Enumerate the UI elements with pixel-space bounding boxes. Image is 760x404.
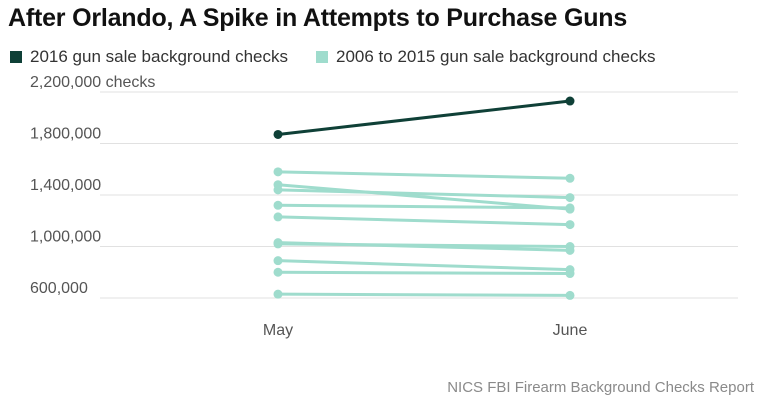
- x-tick-label: June: [553, 322, 588, 339]
- point-2016-may: [273, 129, 283, 139]
- series-line-2016: [276, 99, 572, 136]
- point-7-june: [565, 242, 575, 251]
- legend-label-2006-2015: 2006 to 2015 gun sale background checks: [336, 47, 656, 66]
- chart-title: After Orlando, A Spike in Attempts to Pu…: [8, 4, 628, 32]
- legend-swatch-2016: [10, 51, 22, 63]
- point-3-june: [565, 193, 575, 203]
- series-line-7: [276, 242, 572, 248]
- series-line-2: [276, 183, 572, 211]
- point-9-june: [565, 269, 575, 279]
- point-5-june: [565, 220, 575, 230]
- x-tick-label: May: [263, 322, 293, 339]
- series-line-5: [276, 215, 572, 227]
- axis-labels: 600,000 1,000,000 1,400,000 1,800,000 2,200,…: [30, 74, 587, 339]
- point-4-may: [273, 200, 283, 210]
- legend-swatch-2006-2015: [316, 51, 329, 63]
- point-9-may: [273, 267, 283, 277]
- y-tick-label: 1,000,000: [30, 229, 101, 246]
- y-tick-label: 2,200,000 checks: [30, 74, 155, 91]
- point-1-may: [273, 167, 283, 177]
- source-note: NICS FBI Firearm Background Checks Repor…: [447, 379, 754, 396]
- y-tick-label: 1,800,000: [30, 126, 101, 143]
- point-4-june: [565, 203, 575, 213]
- series-line-10: [276, 292, 572, 297]
- highlight-series: [273, 96, 575, 139]
- point-1-june: [565, 173, 575, 183]
- series-line-1: [276, 170, 572, 180]
- series-line-4: [276, 203, 572, 210]
- legend-label-2016: 2016 gun sale background checks: [30, 47, 289, 66]
- legend-item-2006-2015: 2006 to 2015 gun sale background checks: [316, 47, 655, 67]
- series-line-9: [276, 270, 572, 276]
- point-5-may: [273, 212, 283, 222]
- y-tick-label: 1,400,000: [30, 177, 101, 194]
- point-2016-june: [565, 96, 575, 106]
- y-tick-label: 600,000: [30, 280, 88, 297]
- point-10-may: [273, 289, 283, 299]
- series-line-8: [276, 259, 572, 272]
- point-8-may: [273, 256, 283, 266]
- point-3-may: [273, 185, 283, 195]
- point-10-june: [565, 290, 575, 300]
- legend-item-2016: 2016 gun sale background checks: [10, 47, 288, 67]
- point-7-may: [273, 239, 283, 249]
- context-series: [273, 167, 575, 300]
- legend: 2016 gun sale background checks 2006 to …: [10, 47, 683, 67]
- series-line-3: [276, 188, 572, 200]
